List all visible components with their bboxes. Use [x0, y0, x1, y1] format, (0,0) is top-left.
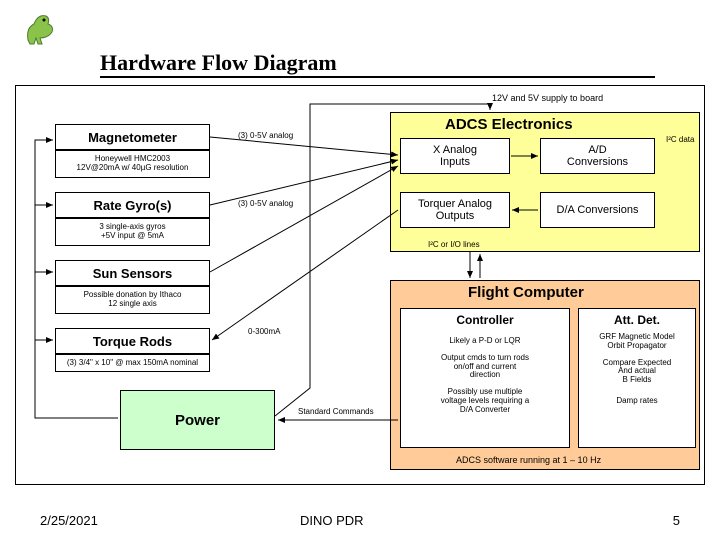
adcs-box: [390, 112, 700, 252]
sig4-label: Standard Commands: [298, 407, 374, 416]
magnetometer-block: Magnetometer: [55, 124, 210, 150]
rate-gyro-sub: 3 single-axis gyros +5V input @ 5mA: [55, 218, 210, 246]
x-analog-block: X Analog Inputs: [400, 138, 510, 174]
sig1-label: (3) 0-5V analog: [238, 131, 293, 140]
footer-center: DINO PDR: [300, 513, 364, 528]
da-conv-block: D/A Conversions: [540, 192, 655, 228]
adcs-title: ADCS Electronics: [445, 116, 573, 133]
rate-gyro-title: Rate Gyro(s): [93, 198, 171, 213]
page-title: Hardware Flow Diagram: [100, 50, 655, 78]
att-det-title: Att. Det.: [614, 313, 660, 327]
rate-gyro-block: Rate Gyro(s): [55, 192, 210, 218]
torque-rods-title: Torque Rods: [93, 334, 172, 349]
sig3-label: 0-300mA: [248, 327, 280, 336]
adcs-sw-label: ADCS software running at 1 – 10 Hz: [456, 455, 601, 465]
possibly-label: Possibly use multiple voltage levels req…: [441, 388, 530, 414]
power-block: Power: [120, 390, 275, 450]
grf-label: GRF Magnetic Model Orbit Propagator: [599, 333, 675, 351]
footer-date: 2/25/2021: [40, 513, 98, 528]
footer-page: 5: [673, 513, 680, 528]
flight-computer-title: Flight Computer: [468, 284, 584, 301]
torquer-out-block: Torquer Analog Outputs: [400, 192, 510, 228]
sig2-label: (3) 0-5V analog: [238, 199, 293, 208]
sun-sensors-sub: Possible donation by Ithaco 12 single ax…: [55, 286, 210, 314]
magnetometer-sub: Honeywell HMC2003 12V@20mA w/ 40µG resol…: [55, 150, 210, 178]
torque-rods-sub: (3) 3/4" x 10" @ max 150mA nominal: [55, 354, 210, 372]
output-cmds-label: Output cmds to turn rods on/off and curr…: [441, 354, 529, 380]
att-det-block: Att. Det. GRF Magnetic Model Orbit Propa…: [578, 308, 696, 448]
likely-label: Likely a P-D or LQR: [449, 337, 520, 346]
dino-icon: [20, 8, 60, 48]
damp-label: Damp rates: [616, 397, 657, 406]
sun-sensors-title: Sun Sensors: [93, 266, 172, 281]
i2c-lines-label: I²C or I/O lines: [428, 240, 480, 249]
compare-label: Compare Expected And actual B Fields: [603, 359, 671, 385]
controller-block: Controller Likely a P-D or LQR Output cm…: [400, 308, 570, 448]
controller-title: Controller: [456, 313, 513, 327]
supply-label: 12V and 5V supply to board: [492, 93, 603, 103]
magnetometer-title: Magnetometer: [88, 130, 177, 145]
i2c-data: I²C data: [666, 135, 694, 144]
sun-sensors-block: Sun Sensors: [55, 260, 210, 286]
ad-conv-block: A/D Conversions: [540, 138, 655, 174]
power-title: Power: [175, 412, 220, 429]
torque-rods-block: Torque Rods: [55, 328, 210, 354]
